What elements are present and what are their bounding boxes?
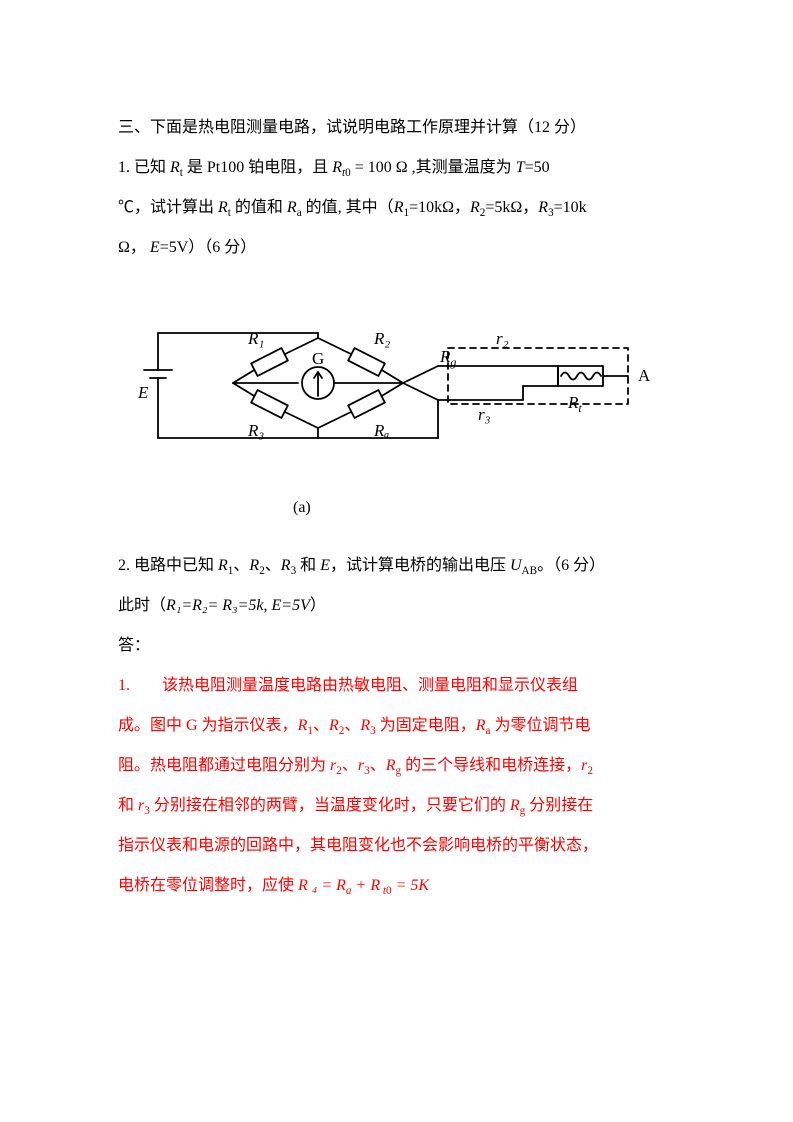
a1-l5: 指示仪表和电源的回路中，其电阻变化也不会影响电桥的平衡状态，: [118, 826, 683, 866]
q1-R3v: =10k: [554, 199, 587, 216]
q2-s1: 、: [233, 557, 249, 574]
q1-Rt: R: [170, 159, 180, 176]
lbl-r3: r₃: [478, 405, 491, 424]
a1-r2bs: 2: [587, 765, 593, 777]
lbl-R1: R₁: [247, 329, 264, 348]
q1-text-a: 1. 已知: [118, 159, 170, 176]
q2-Us: AB: [522, 565, 538, 577]
a1-eqt: t0: [380, 885, 392, 897]
lbl-Rg: Rg: [439, 347, 456, 369]
a1-l6: 电桥在零位调整时，应使 R ₄ = Ra + R t0 = 5K: [118, 866, 683, 906]
lbl-Rt: Rt: [567, 393, 582, 415]
a1-s3: 、: [342, 757, 358, 774]
q1-R2: R: [470, 199, 480, 216]
a1-s1: 、: [313, 717, 329, 734]
lbl-r2: r₂: [496, 329, 509, 348]
a1-R2: R: [329, 717, 339, 734]
lbl-A: A: [638, 366, 651, 385]
q1-Ev: =5V）（6 分）: [160, 239, 257, 256]
q1-E: E: [150, 239, 160, 256]
a1-d: 为零位调节电: [490, 717, 590, 734]
q1-l3-a: Ω，: [118, 239, 150, 256]
q2-eq: R₁=R₂= R₃=5k, E=5V: [166, 597, 310, 614]
q2-d: 。（6 分）: [537, 557, 605, 574]
q2-l2b: ）: [310, 597, 326, 614]
lbl-E: E: [137, 383, 149, 402]
q1-line3: Ω， E=5V）（6 分）: [118, 228, 683, 268]
q1-T: T: [516, 159, 525, 176]
circuit-figure: E R₁ R₂ R₃ Rₐ G Rg r₂ r₃ Rt A (a): [118, 298, 683, 528]
figure-label: (a): [293, 488, 683, 528]
a1-l2: 成。图中 G 为指示仪表，R1、R2、R3 为固定电阻，Ra 为零位调节电: [118, 706, 683, 746]
a1-i: 分别接在: [525, 797, 593, 814]
a1-c: 为固定电阻，: [376, 717, 476, 734]
q2-U: U: [510, 557, 522, 574]
q1-eq: = 100 Ω: [351, 159, 412, 176]
circuit-svg: E R₁ R₂ R₃ Rₐ G Rg r₂ r₃ Rt A: [128, 298, 658, 468]
q1-R1: R: [394, 199, 404, 216]
q2-line1: 2. 电路中已知 R1、R2、R3 和 E，试计算电桥的输出电压 UAB。（6 …: [118, 546, 683, 586]
lbl-Ra: Rₐ: [373, 421, 389, 440]
a1-R3: R: [360, 717, 370, 734]
q1-R2v: =5kΩ，: [485, 199, 538, 216]
q1-l2-b: 的值和: [231, 199, 287, 216]
a1-b: 成。图中 G 为指示仪表，: [118, 717, 298, 734]
a1-s2: 、: [344, 717, 360, 734]
q2-s2: 、: [265, 557, 281, 574]
q2-a: 2. 电路中已知: [118, 557, 218, 574]
q2-R2: R: [249, 557, 259, 574]
a1-f: 的三个导线和电桥连接，: [401, 757, 581, 774]
q1-Rt2: R: [218, 199, 228, 216]
q1-l2-c: 的值, 其中（: [302, 199, 394, 216]
q1-R1v: =10kΩ，: [409, 199, 470, 216]
q1-text-b: 是 Pt100 铂电阻，且: [183, 159, 332, 176]
q1-line1: 1. 已知 Rt 是 Pt100 铂电阻，且 Rt0 = 100 Ω ,其测量温…: [118, 148, 683, 188]
q1-R3: R: [538, 199, 548, 216]
a1-s4: 、: [370, 757, 386, 774]
q2-b: 和: [296, 557, 320, 574]
lbl-R3: R₃: [247, 421, 264, 440]
q2-R1: R: [218, 557, 228, 574]
q1-Rt0-sub: t0: [342, 167, 351, 179]
q1-line2: ℃，试计算出 Rt 的值和 Ra 的值, 其中（R1=10kΩ，R2=5kΩ，R…: [118, 188, 683, 228]
lbl-G: G: [312, 349, 324, 368]
answer-label: 答：: [118, 626, 683, 666]
lbl-R2: R₂: [373, 329, 390, 348]
a1-k: 电桥在零位调整时，应使: [118, 877, 298, 894]
q2-l2a: 此时（: [118, 597, 166, 614]
q1-l2-a: ℃，试计算出: [118, 199, 218, 216]
q2-E: E: [320, 557, 330, 574]
q1-text-c: ,其测量温度为: [412, 159, 516, 176]
a1-h: 分别接在相邻的两臂，当温度变化时，只要它们的: [150, 797, 510, 814]
q2-line2: 此时（R₁=R₂= R₃=5k, E=5V）: [118, 586, 683, 626]
a1-e: 阻。热电阻都通过电阻分别为: [118, 757, 330, 774]
a1-l4: 和 r3 分别接在相邻的两臂，当温度变化时，只要它们的 Rg 分别接在: [118, 786, 683, 826]
q1-Ra: R: [287, 199, 297, 216]
a1-eq3: = 5K: [392, 877, 429, 894]
a1-eq2: + R: [352, 877, 381, 894]
a1-R1: R: [298, 717, 308, 734]
q1-Tval: =50: [525, 159, 550, 176]
a1-eq: R ₄ = R: [298, 877, 346, 894]
a1-Ra: R: [476, 717, 486, 734]
a1-g: 和: [118, 797, 138, 814]
a1-Rgb: R: [510, 797, 520, 814]
q2-R3: R: [281, 557, 291, 574]
section-header: 三、下面是热电阻测量电路，试说明电路工作原理并计算（12 分）: [118, 108, 683, 148]
a1-l3: 阻。热电阻都通过电阻分别为 r2、r3、Rg 的三个导线和电桥连接，r2: [118, 746, 683, 786]
q1-Rt0: R: [332, 159, 342, 176]
a1-l1: 1. 该热电阻测量温度电路由热敏电阻、测量电阻和显示仪表组: [118, 666, 683, 706]
q2-c: ，试计算电桥的输出电压: [330, 557, 510, 574]
